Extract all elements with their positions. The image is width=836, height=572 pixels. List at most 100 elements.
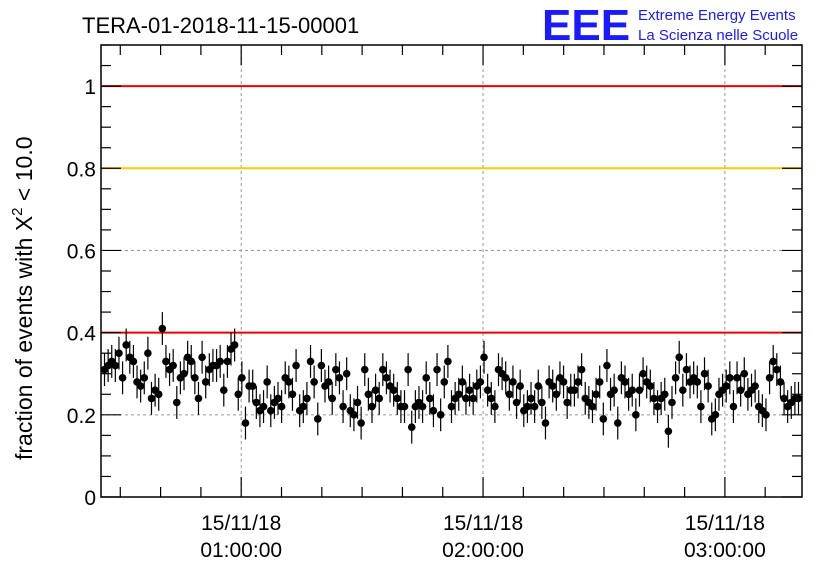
point-marker (595, 378, 604, 386)
point-marker (371, 386, 380, 394)
data-point (444, 344, 452, 378)
data-point (180, 357, 188, 391)
data-point (158, 312, 167, 345)
point-marker (574, 378, 582, 386)
point-marker (480, 353, 488, 362)
x-tick-label-time: 01:00:00 (200, 539, 282, 562)
data-point (736, 373, 745, 407)
point-marker (621, 378, 629, 386)
point-marker (733, 374, 741, 382)
data-point (332, 353, 340, 387)
data-point (512, 386, 521, 419)
y-axis-label-suffix: < 10.0 (11, 136, 37, 207)
point-marker (736, 386, 745, 394)
point-marker (306, 357, 315, 366)
data-point (592, 377, 600, 411)
point-marker (368, 402, 376, 411)
y-axis-label-sup: 2 (9, 207, 26, 215)
data-point (639, 357, 647, 391)
point-marker (458, 378, 467, 386)
y-axis-label-symbol: X (11, 216, 37, 231)
data-point (263, 365, 271, 399)
point-marker (201, 378, 210, 386)
plot-frame (100, 44, 803, 498)
point-marker (769, 357, 777, 366)
data-point (556, 361, 564, 395)
logo-mark: EEE (542, 1, 630, 50)
point-marker (610, 386, 618, 394)
data-point (328, 381, 337, 415)
y-tick-label: 0.2 (67, 405, 96, 428)
point-marker (693, 378, 702, 386)
point-marker (523, 402, 532, 411)
data-point (711, 398, 720, 432)
point-marker (794, 394, 803, 403)
data-point (603, 349, 611, 382)
data-point (465, 373, 474, 407)
data-point (172, 386, 181, 419)
data-point (559, 365, 568, 399)
data-point (194, 381, 203, 415)
data-point (176, 361, 185, 395)
data-point (415, 386, 423, 419)
point-marker (429, 406, 438, 415)
data-point (187, 344, 196, 378)
data-point (715, 377, 723, 411)
point-marker (541, 419, 550, 427)
point-marker (216, 357, 224, 366)
point-marker (462, 394, 470, 403)
data-point (675, 340, 684, 374)
data-point (223, 344, 232, 378)
data-point (570, 373, 579, 407)
data-point (274, 381, 282, 415)
data-point (628, 373, 637, 407)
data-point (469, 381, 477, 415)
data-point (585, 386, 593, 419)
data-point (118, 361, 127, 395)
data-point (501, 361, 510, 395)
data-point (310, 365, 318, 399)
data-point (234, 377, 243, 411)
point-marker (122, 341, 130, 349)
data-point (368, 390, 376, 424)
point-marker (115, 349, 123, 357)
point-marker (433, 365, 441, 374)
data-point (436, 398, 445, 432)
point-marker (570, 386, 579, 394)
point-marker (198, 353, 206, 362)
point-marker (360, 365, 369, 374)
data-point (219, 373, 228, 407)
point-marker (328, 394, 337, 403)
data-point (751, 369, 759, 403)
point-marker (313, 415, 322, 423)
point-marker (234, 390, 243, 399)
data-point (104, 349, 112, 382)
data-point (765, 361, 774, 395)
y-tick-label: 0.4 (67, 323, 97, 346)
data-point (111, 349, 120, 382)
data-point (266, 394, 275, 428)
data-point (498, 357, 506, 391)
point-marker (299, 402, 308, 411)
data-point (707, 402, 716, 436)
data-point (516, 369, 524, 403)
tick-labels: 0 0.2 0.4 0.6 0.8 1 15/11/18 01:00:00 15/11/18 02… (67, 76, 766, 562)
point-marker (773, 365, 781, 374)
point-marker (404, 365, 412, 374)
data-point (198, 340, 206, 374)
data-point (773, 353, 781, 387)
data-point (606, 377, 615, 411)
point-marker (324, 378, 333, 386)
point-marker (469, 394, 477, 403)
data-point (230, 328, 239, 362)
data-point (216, 344, 224, 378)
data-point (617, 361, 626, 395)
point-marker (512, 398, 521, 407)
data-point (483, 373, 492, 407)
y-tick-label: 0.6 (67, 240, 96, 263)
point-marker (729, 402, 738, 411)
point-marker (671, 374, 680, 382)
point-marker (191, 374, 199, 382)
point-marker (762, 411, 770, 419)
data-point (523, 390, 532, 424)
